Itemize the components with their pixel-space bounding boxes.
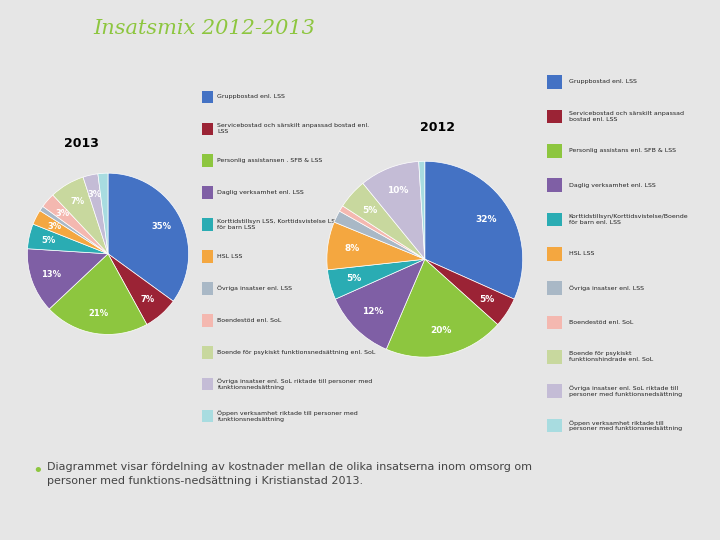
Text: 3%: 3% [88,190,102,199]
Text: 5%: 5% [362,206,378,215]
Wedge shape [83,174,108,254]
Text: Övriga insatser enl. LSS: Övriga insatser enl. LSS [569,285,644,291]
Text: 7%: 7% [70,197,84,206]
Text: Gruppbostad enl. LSS: Gruppbostad enl. LSS [569,79,636,84]
Wedge shape [327,222,425,270]
Wedge shape [108,173,189,301]
Bar [202,410,213,422]
Bar [547,110,562,123]
Text: Diagrammet visar fördelning av kostnader mellan de olika insatserna inom omsorg : Diagrammet visar fördelning av kostnader… [47,462,532,485]
Wedge shape [363,161,425,259]
Text: 5%: 5% [42,236,56,245]
Text: 3%: 3% [47,222,61,231]
Text: 10%: 10% [387,186,409,195]
Bar [547,316,562,329]
Bar [202,123,213,135]
Text: HSL LSS: HSL LSS [569,251,594,256]
Bar [547,144,562,158]
Text: Övriga insatser enl. SoL riktade till
personer med funktionsnedsättning: Övriga insatser enl. SoL riktade till pe… [569,386,682,397]
Bar [202,250,213,263]
Bar [547,75,562,89]
Text: HSL LSS: HSL LSS [217,254,243,259]
Text: Personlig assistansen . SFB & LSS: Personlig assistansen . SFB & LSS [217,158,323,163]
Wedge shape [49,254,147,334]
Text: 13%: 13% [41,270,61,279]
Text: 21%: 21% [89,309,109,318]
Wedge shape [33,211,108,254]
Text: Daglig verksamhet enl. LSS: Daglig verksamhet enl. LSS [569,183,655,187]
Text: Öppen verksamhet riktade till
personer med funktionsnedsättning: Öppen verksamhet riktade till personer m… [569,420,682,431]
Text: Servicebostad och särskilt anpassad
bostad enl. LSS: Servicebostad och särskilt anpassad bost… [569,111,684,122]
Text: 8%: 8% [344,245,360,253]
Text: 20%: 20% [430,326,451,335]
Bar [202,186,213,199]
Text: 12%: 12% [363,307,384,316]
Text: Personlig assistans enl. SFB & LSS: Personlig assistans enl. SFB & LSS [569,148,676,153]
Text: Insatsmix 2012-2013: Insatsmix 2012-2013 [94,19,315,38]
Wedge shape [419,161,425,259]
Bar [202,218,213,231]
Text: •: • [32,462,43,480]
Wedge shape [27,249,108,309]
Text: Boende för psykiskt funktionsnedsättning enl. SoL: Boende för psykiskt funktionsnedsättning… [217,350,376,355]
Bar [547,419,562,433]
Wedge shape [334,211,425,259]
Wedge shape [328,259,425,299]
Text: Övriga insatser enl. SoL riktade till personer med
funktionsnedsättning: Övriga insatser enl. SoL riktade till pe… [217,379,373,390]
Text: 7%: 7% [141,295,155,303]
Bar [202,378,213,390]
Wedge shape [98,173,108,254]
Wedge shape [343,183,425,259]
Bar [547,350,562,364]
Bar [202,91,213,103]
Bar [547,247,562,261]
Bar [547,281,562,295]
Text: 5%: 5% [346,274,361,283]
Text: Boende för psykiskt
funktionshindrade enl. SoL: Boende för psykiskt funktionshindrade en… [569,352,653,362]
Bar [202,282,213,295]
Text: Öppen verksamhet riktade till personer med
funktionsnedsättning: Öppen verksamhet riktade till personer m… [217,410,358,422]
Text: 3%: 3% [55,210,70,218]
Text: Boendestöd enl. SoL: Boendestöd enl. SoL [217,318,282,323]
Bar [202,314,213,327]
Text: Gruppbostad enl. LSS: Gruppbostad enl. LSS [217,94,285,99]
Wedge shape [42,195,108,254]
Text: Korttidstillsyn/Korttidsvistelse/Boende
för barn enl. LSS: Korttidstillsyn/Korttidsvistelse/Boende … [569,214,688,225]
Wedge shape [40,206,108,254]
Text: 5%: 5% [479,295,494,303]
Wedge shape [340,206,425,259]
Text: 35%: 35% [152,222,172,231]
Bar [547,384,562,398]
Wedge shape [108,254,174,325]
Text: 2013: 2013 [63,138,99,151]
Wedge shape [336,259,425,349]
Wedge shape [386,259,498,357]
Bar [202,346,213,359]
Text: Daglig verksamhet enl. LSS: Daglig verksamhet enl. LSS [217,190,304,195]
Text: Boendestöd enl. SoL: Boendestöd enl. SoL [569,320,633,325]
Wedge shape [53,177,108,254]
Title: 2012: 2012 [420,122,454,134]
Text: 32%: 32% [476,215,498,224]
Text: Servicebostad och särskilt anpassad bostad enl.
LSS: Servicebostad och särskilt anpassad bost… [217,124,369,134]
Text: Övriga insatser enl. LSS: Övriga insatser enl. LSS [217,286,292,291]
Wedge shape [425,259,514,325]
Bar [202,154,213,167]
Wedge shape [425,161,523,299]
Wedge shape [27,224,108,254]
Bar [547,178,562,192]
Bar [547,213,562,226]
Text: Korttidstillsyn LSS, Korttidsvistelse LSS, Boende
för barn LSS: Korttidstillsyn LSS, Korttidsvistelse LS… [217,219,367,230]
